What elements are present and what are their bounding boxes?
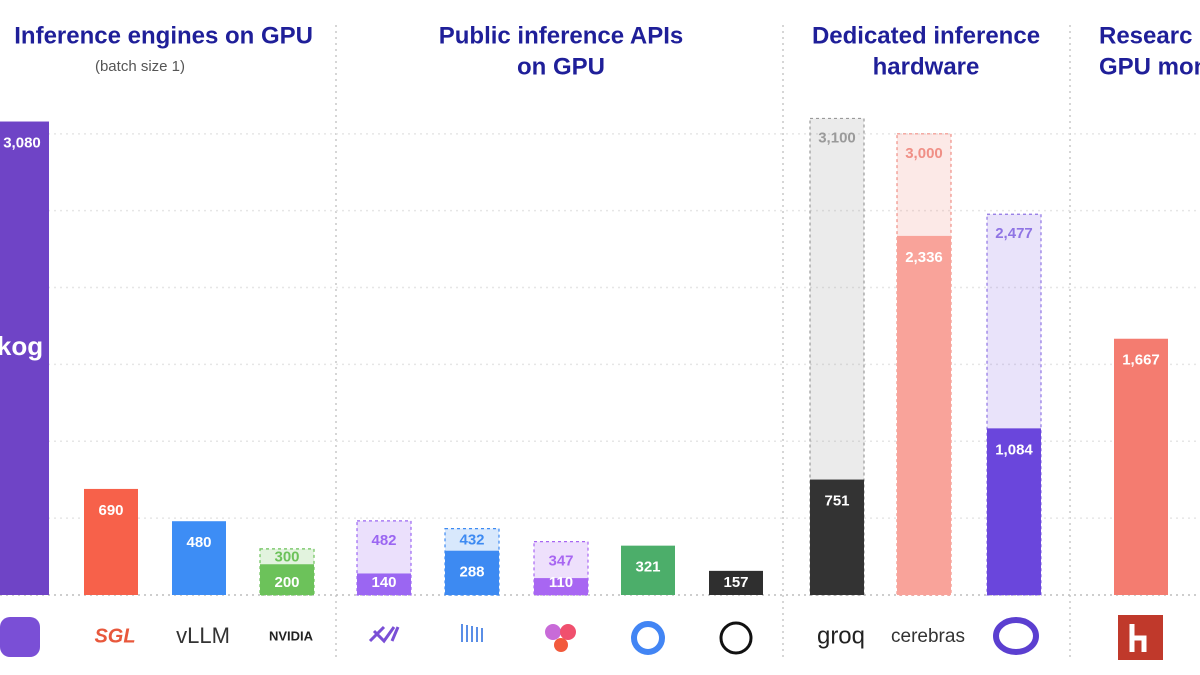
logo-icon [0, 617, 40, 657]
bar [172, 521, 226, 595]
value-label: 288 [459, 564, 484, 581]
value-label: 200 [274, 574, 299, 591]
logo-icon [1129, 624, 1147, 652]
value-label: 751 [824, 493, 849, 510]
value-label: 300 [274, 549, 299, 566]
value-label: 347 [548, 553, 573, 570]
category-logo-text: NVIDIA [269, 628, 314, 643]
logo-icon [719, 621, 753, 655]
value-label: 2,477 [995, 225, 1033, 242]
bar [621, 545, 675, 595]
group-title: hardware [873, 53, 980, 80]
bar [1114, 338, 1168, 595]
bar [534, 578, 588, 595]
separators [335, 25, 1071, 660]
value-label: 110 [549, 574, 573, 591]
group-title: Inference engines on GPU [14, 22, 313, 49]
bar [260, 564, 314, 595]
annotation: kog [0, 331, 43, 361]
value-label: 157 [723, 574, 748, 591]
bar [897, 235, 951, 595]
value-label: 1,667 [1122, 352, 1160, 369]
logo-icon [368, 625, 400, 644]
group-title: on GPU [517, 53, 605, 80]
logo-icon [554, 638, 568, 652]
value-label: 2,336 [905, 249, 943, 266]
value-label: 482 [371, 532, 396, 549]
group-subtitle: (batch size 1) [95, 58, 185, 75]
value-label: 3,080 [3, 134, 41, 151]
category-logo-text: cerebras [891, 626, 965, 647]
logo-icon [545, 624, 561, 640]
value-label: 1,084 [995, 441, 1033, 458]
bar [84, 488, 138, 595]
group-title: Public inference APIs [439, 22, 684, 49]
bar [709, 570, 763, 595]
value-label: 480 [186, 534, 211, 551]
group-title: Researc [1099, 22, 1192, 49]
logo-icons [0, 615, 1163, 660]
logo-icon [631, 621, 665, 655]
group-title: GPU mon [1099, 53, 1200, 80]
value-label: 3,000 [905, 145, 943, 162]
value-label: 432 [459, 532, 484, 549]
group-title: Dedicated inference [812, 22, 1040, 49]
bar [445, 550, 499, 595]
logo-icon [560, 624, 576, 640]
bar [357, 573, 411, 595]
bar [0, 121, 49, 596]
value-label: 3,100 [818, 129, 856, 146]
bar [987, 428, 1041, 595]
bar [810, 479, 864, 595]
category-logo-text: groq [817, 622, 865, 649]
value-label: 690 [98, 502, 123, 519]
category-logo-text: SGL [94, 625, 135, 647]
logo-icon [993, 617, 1039, 655]
category-logo-text: vLLM [176, 623, 230, 648]
value-label: 140 [371, 574, 396, 591]
value-label: 321 [635, 559, 660, 576]
